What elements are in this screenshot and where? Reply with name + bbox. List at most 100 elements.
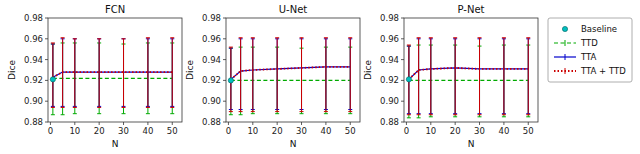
legend-label: Baseline — [581, 24, 617, 34]
x-tick-label: 30 — [296, 126, 307, 136]
x-tick-label: 30 — [118, 126, 129, 136]
y-tick — [401, 80, 404, 81]
error-bar-cap — [97, 107, 101, 108]
x-tick — [350, 122, 351, 125]
x-tick-label: 0 — [226, 126, 231, 136]
y-tick — [45, 59, 48, 60]
y-tick — [401, 18, 404, 19]
y-tick-label: 0.88 — [202, 117, 221, 127]
error-bar-cap — [300, 37, 304, 38]
x-tick — [277, 122, 278, 125]
error-bar — [97, 39, 101, 108]
error-bar — [275, 38, 279, 112]
error-bar-cap — [407, 117, 411, 118]
error-bar-cap — [122, 113, 126, 114]
error-bar-cap — [429, 37, 433, 38]
point — [50, 77, 55, 82]
error-bar-cap — [61, 37, 65, 38]
error-bar — [239, 38, 243, 112]
error-bar — [51, 43, 55, 107]
error-bar-cap — [502, 37, 506, 38]
x-tick-label: 0 — [48, 126, 53, 136]
error-bar-cap — [502, 116, 506, 117]
error-bar-cap — [229, 111, 233, 112]
y-tick-label: 0.90 — [380, 96, 399, 106]
error-bar-cap — [324, 113, 328, 114]
y-tick — [45, 80, 48, 81]
error-bar-cap — [348, 113, 352, 114]
error-bar-cap — [417, 117, 421, 118]
error-bar-cap — [51, 107, 55, 108]
error-bar-cap — [407, 45, 411, 46]
legend-label: TTA + TTD — [580, 66, 626, 76]
frame — [404, 18, 538, 122]
y-label: Dice — [185, 60, 195, 80]
x-label: N — [112, 139, 119, 149]
error-bar-stem — [528, 38, 529, 115]
frame — [48, 18, 182, 122]
y-tick — [223, 59, 226, 60]
y-tick-label: 0.98 — [24, 13, 43, 23]
error-bar — [407, 45, 411, 115]
error-bar-cap — [429, 114, 433, 115]
error-bar-stem — [325, 38, 326, 112]
error-bar-stem — [52, 43, 53, 107]
legend-swatch — [565, 40, 566, 46]
error-bar-cap — [51, 42, 55, 43]
x-tick-label: 50 — [167, 126, 178, 136]
legend-swatch — [565, 68, 566, 74]
y-tick-label: 0.92 — [24, 75, 43, 85]
panel: 0.880.900.920.940.960.9801020304050FCNND… — [7, 4, 182, 149]
y-tick-label: 0.94 — [24, 55, 43, 65]
x-tick — [50, 122, 51, 125]
error-bar-cap — [453, 37, 457, 38]
error-bar — [300, 38, 304, 112]
y-tick-label: 0.92 — [380, 75, 399, 85]
y-tick — [45, 38, 48, 39]
error-bar-cap — [73, 113, 77, 114]
error-bar-cap — [407, 114, 411, 115]
error-bar-cap — [251, 111, 255, 112]
error-bar-cap — [478, 116, 482, 117]
x-tick-label: 20 — [450, 126, 461, 136]
error-bar-cap — [73, 38, 77, 39]
error-bar-cap — [122, 38, 126, 39]
error-bar-cap — [526, 114, 530, 115]
y-tick-label: 0.98 — [380, 13, 399, 23]
legend-label: TTA — [580, 52, 597, 62]
error-bar — [502, 38, 506, 115]
x-tick — [123, 122, 124, 125]
error-bar-cap — [170, 37, 174, 38]
y-tick — [401, 101, 404, 102]
y-tick — [223, 122, 226, 123]
x-tick — [528, 122, 529, 125]
y-tick-label: 0.96 — [380, 34, 399, 44]
point — [406, 77, 411, 82]
error-bar — [251, 38, 255, 112]
error-bar-stem — [240, 38, 241, 112]
error-bar-stem — [252, 38, 253, 112]
x-tick — [99, 122, 100, 125]
error-bar-cap — [275, 37, 279, 38]
error-bar — [478, 38, 482, 115]
x-tick-label: 10 — [247, 126, 258, 136]
error-bar-cap — [417, 37, 421, 38]
error-bar-cap — [453, 114, 457, 115]
y-tick — [45, 101, 48, 102]
x-tick-label: 10 — [425, 126, 436, 136]
error-bar-cap — [122, 38, 126, 39]
y-tick — [401, 38, 404, 39]
x-tick — [406, 122, 407, 125]
error-bar-cap — [348, 111, 352, 112]
x-tick — [479, 122, 480, 125]
error-bar-cap — [239, 111, 243, 112]
error-bar-cap — [478, 114, 482, 115]
error-bar-cap — [229, 114, 233, 115]
error-bar-cap — [324, 37, 328, 38]
error-bar-cap — [97, 38, 101, 39]
error-bar-stem — [350, 38, 351, 112]
error-bar-cap — [61, 107, 65, 108]
error-bar-cap — [429, 116, 433, 117]
error-bar-stem — [74, 39, 75, 108]
line — [53, 72, 172, 77]
